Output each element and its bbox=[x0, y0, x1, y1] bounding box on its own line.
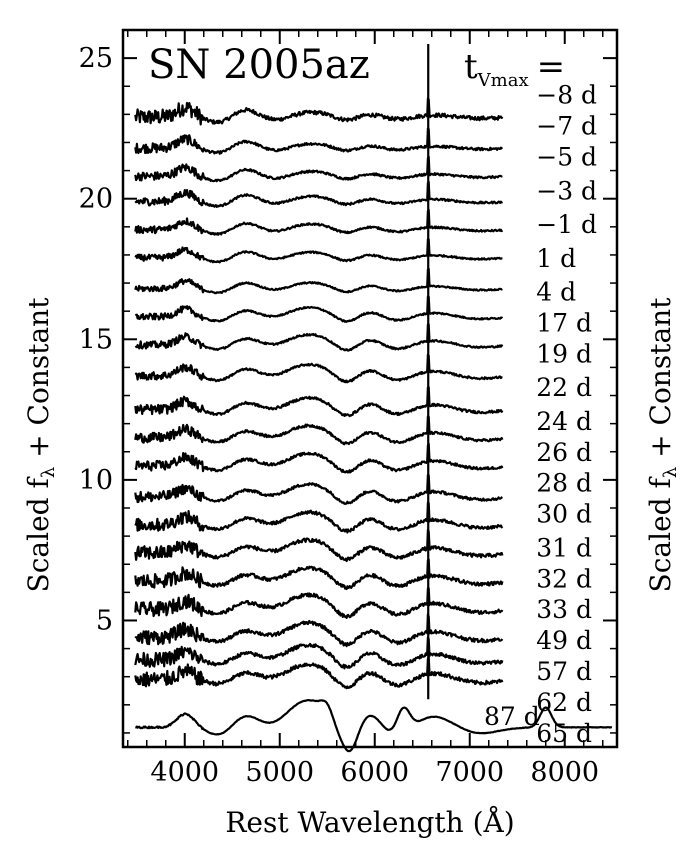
y-axis-title-left: Scaled fλ + Constant bbox=[22, 297, 59, 593]
epoch-label: 87 d bbox=[484, 702, 540, 731]
spectrum-line bbox=[134, 587, 504, 620]
epoch-label: −7 d bbox=[536, 112, 597, 141]
epoch-label: 32 d bbox=[536, 564, 592, 593]
epoch-label: 4 d bbox=[536, 277, 576, 306]
spectrum-line bbox=[134, 558, 504, 591]
x-tick-label: 6000 bbox=[340, 757, 409, 788]
axis-ticks: 4000 5000 6000 7000 8000 5 10 15 20 25 bbox=[79, 29, 617, 788]
spectrum-line bbox=[134, 295, 504, 323]
epoch-label: 22 d bbox=[536, 373, 592, 402]
epoch-label: 49 d bbox=[536, 626, 592, 655]
y-tick-label: 25 bbox=[79, 43, 113, 74]
y-tick-label: 5 bbox=[96, 605, 113, 636]
spectrum-line bbox=[134, 208, 504, 236]
spectrum-line bbox=[134, 180, 504, 208]
epoch-label: −1 d bbox=[536, 210, 597, 239]
spectrum-line bbox=[134, 155, 503, 183]
epoch-labels: −8 d−7 d−5 d −3 d −1 d 1 d 4 d17 d19 d 22 d 24… bbox=[484, 81, 597, 748]
epoch-header: tVmax = bbox=[464, 47, 565, 91]
spectrum-line bbox=[134, 323, 504, 352]
spectrum-line bbox=[134, 473, 503, 505]
spectrum-line bbox=[134, 636, 504, 670]
spectrum-line bbox=[134, 127, 504, 155]
y-tick-label: 15 bbox=[79, 324, 113, 355]
spectrum-line bbox=[134, 386, 504, 418]
epoch-label: 62 d bbox=[536, 688, 592, 717]
y-tick-label: 10 bbox=[79, 465, 113, 496]
epoch-label: −8 d bbox=[536, 81, 597, 110]
x-tick-label: 5000 bbox=[245, 757, 314, 788]
spectrum-line bbox=[135, 698, 613, 753]
x-tick-label: 8000 bbox=[530, 757, 599, 788]
spectrum-line bbox=[134, 528, 504, 563]
spectrum-line bbox=[134, 415, 504, 446]
epoch-label: 33 d bbox=[536, 595, 592, 624]
epoch-label: −3 d bbox=[536, 176, 597, 205]
epoch-label: 24 d bbox=[536, 407, 592, 436]
epoch-label: 65 d bbox=[536, 719, 592, 748]
spectrum-line bbox=[134, 442, 504, 474]
y-tick-label: 20 bbox=[79, 184, 113, 215]
spectrum-line bbox=[134, 353, 503, 384]
epoch-label: 28 d bbox=[536, 469, 592, 498]
spectrum-line bbox=[134, 613, 504, 648]
epoch-label: 30 d bbox=[536, 500, 592, 529]
epoch-label: 26 d bbox=[536, 438, 592, 467]
plot-frame bbox=[121, 28, 619, 749]
epoch-label: 31 d bbox=[536, 533, 592, 562]
epoch-label: 19 d bbox=[536, 339, 592, 368]
spectra-series bbox=[134, 44, 613, 753]
spectrum-line bbox=[134, 238, 503, 264]
x-tick-label: 4000 bbox=[150, 757, 219, 788]
epoch-label: −5 d bbox=[536, 143, 597, 172]
spectrum-line bbox=[134, 501, 504, 534]
x-axis-title: Rest Wavelength (Å) bbox=[225, 806, 514, 839]
spectrum-line bbox=[134, 97, 504, 126]
spectrum-line bbox=[134, 267, 503, 295]
epoch-label: 1 d bbox=[536, 244, 576, 273]
epoch-label: 57 d bbox=[536, 657, 592, 686]
chart-title: SN 2005az bbox=[148, 42, 370, 88]
epoch-label: 17 d bbox=[536, 308, 592, 337]
spectrum-line bbox=[134, 655, 504, 690]
y-axis-title-right: Scaled fλ + Constant bbox=[644, 297, 681, 593]
x-tick-label: 7000 bbox=[435, 757, 504, 788]
